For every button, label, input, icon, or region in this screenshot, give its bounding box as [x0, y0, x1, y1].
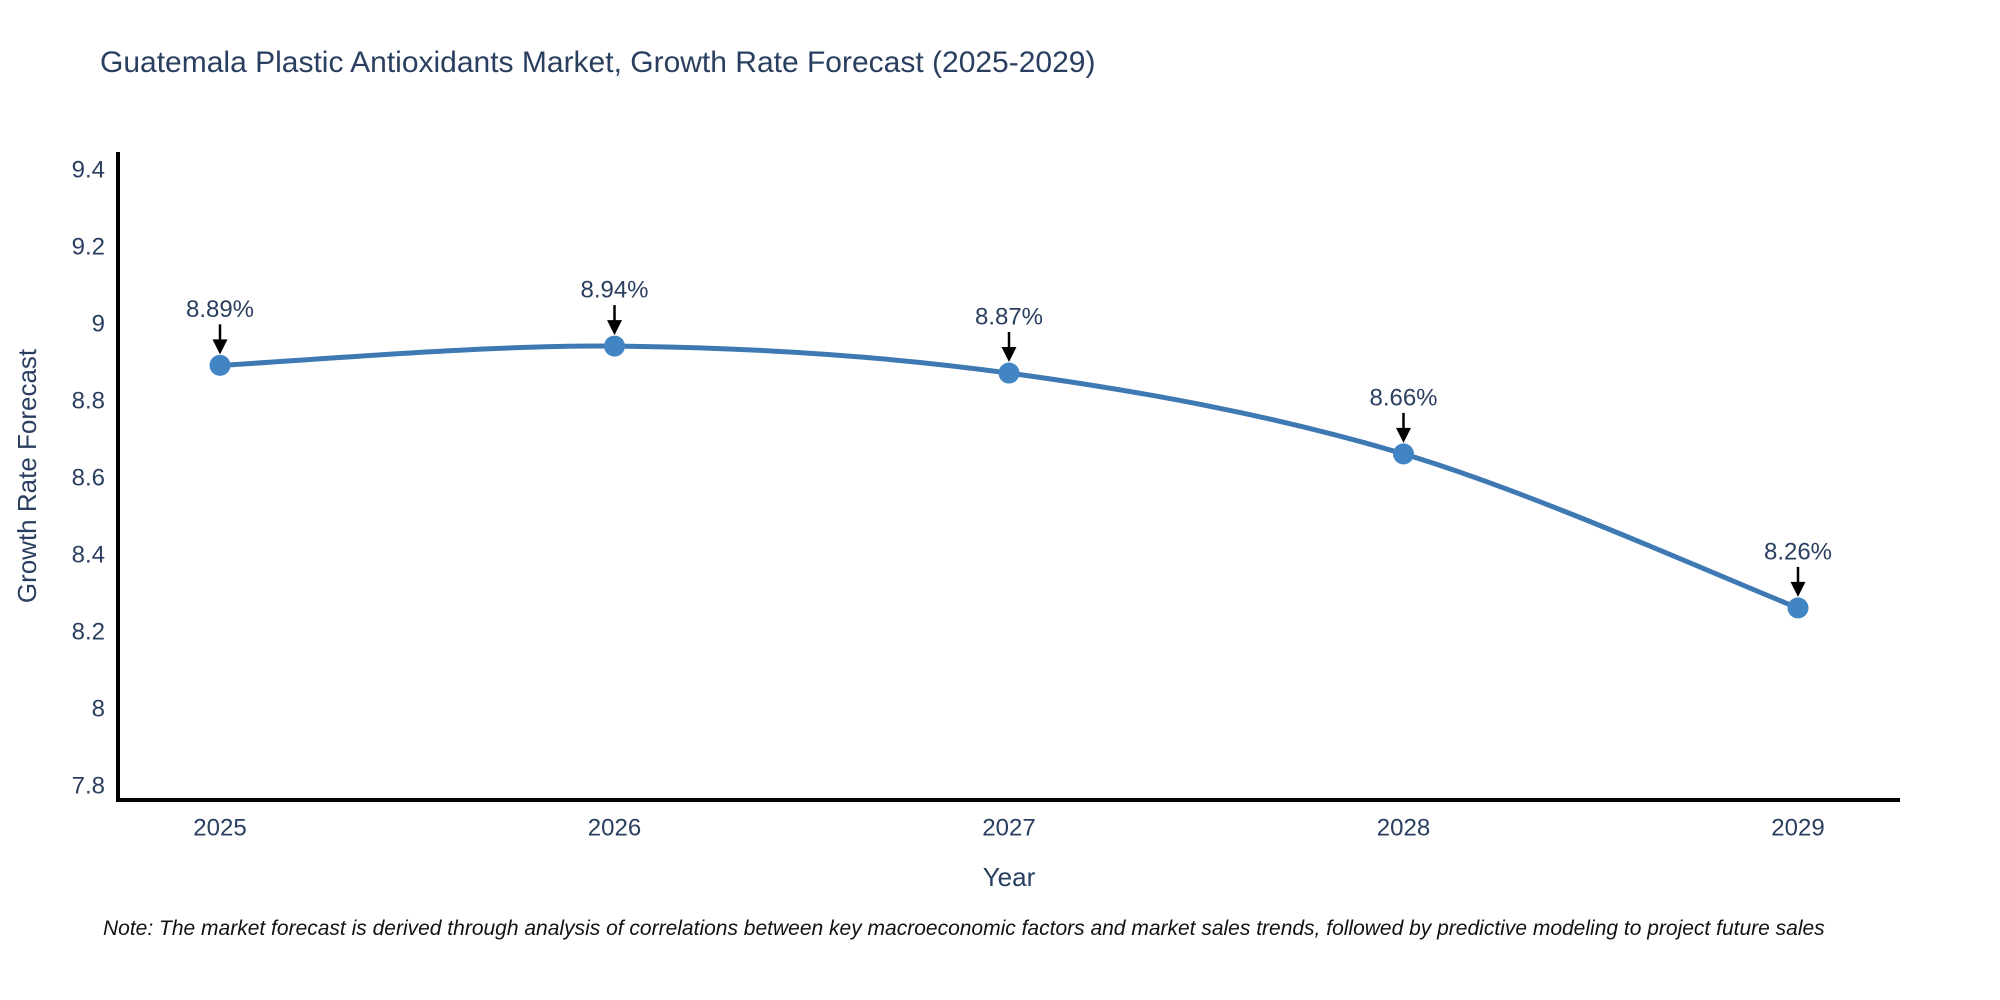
y-tick-label: 8.8	[72, 387, 105, 414]
y-tick-label: 8.2	[72, 618, 105, 645]
y-tick-label: 9.4	[72, 156, 105, 183]
data-point-marker[interactable]	[1393, 443, 1414, 465]
y-tick-label: 7.8	[72, 772, 105, 799]
data-point-marker[interactable]	[1787, 597, 1809, 619]
series-line	[219, 343, 1799, 611]
x-tick-label: 2026	[588, 814, 641, 841]
y-tick-label: 8	[92, 695, 105, 722]
annotation-arrowhead	[607, 320, 622, 336]
y-tick-label: 9.2	[72, 233, 105, 260]
annotation-arrowhead	[1001, 347, 1017, 363]
annotation-label: 8.66%	[1369, 384, 1437, 411]
note-text: Note: The market forecast is derived thr…	[103, 917, 1825, 940]
x-tick-label: 2027	[982, 814, 1035, 841]
annotation-label: 8.89%	[186, 296, 254, 323]
data-point-marker[interactable]	[209, 354, 231, 376]
annotation-arrowhead	[1396, 427, 1411, 443]
data-point-marker[interactable]	[604, 335, 625, 357]
y-axis-title: Growth Rate Forecast	[12, 348, 42, 603]
data-point-marker[interactable]	[998, 362, 1020, 384]
x-tick-label: 2028	[1377, 814, 1430, 841]
annotation-label: 8.87%	[975, 303, 1043, 330]
chart-title: Guatemala Plastic Antioxidants Market, G…	[100, 46, 1096, 79]
x-tick-label: 2029	[1771, 814, 1824, 841]
annotation-arrowhead	[212, 339, 228, 355]
annotation-label: 8.94%	[580, 277, 648, 304]
annotation-arrowhead	[1790, 581, 1806, 597]
y-tick-label: 9	[92, 310, 105, 337]
x-axis-title: Year	[983, 862, 1036, 892]
x-tick-label: 2025	[193, 814, 246, 841]
y-tick-label: 8.6	[72, 464, 105, 491]
annotation-label: 8.26%	[1764, 538, 1832, 565]
y-tick-label: 8.4	[72, 541, 105, 568]
